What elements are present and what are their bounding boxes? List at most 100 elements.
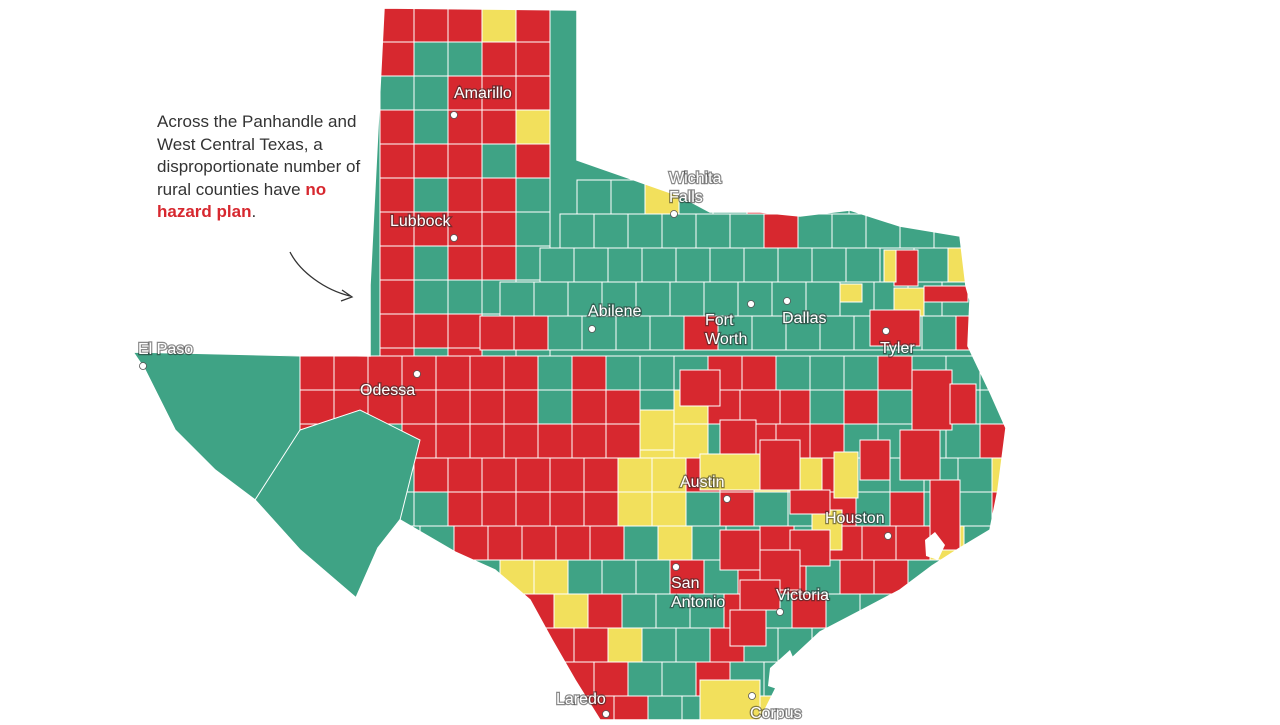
county-shape [1060, 458, 1094, 492]
county-shape [593, 213, 629, 249]
county-shape [435, 423, 471, 459]
county-shape [539, 247, 575, 283]
county-shape [1128, 458, 1162, 492]
city-lubbock: Lubbock [389, 212, 458, 242]
county-shape [775, 355, 811, 391]
city-odessa: Odessa [359, 370, 421, 400]
county-shape [848, 179, 884, 215]
annotation-arrowhead [340, 289, 354, 302]
county-shape [861, 525, 897, 561]
county-shape [957, 491, 993, 527]
county-shape [1060, 492, 1094, 526]
county-shape [741, 355, 777, 391]
city-label: Victoria [776, 587, 829, 604]
county-shape [709, 247, 745, 283]
county-shape [413, 41, 449, 77]
annotation-end: . [251, 202, 257, 221]
county-shape [481, 491, 517, 527]
annotation-text: Across the Panhandle and West Central Te… [157, 111, 372, 224]
county-shape [379, 245, 415, 281]
city-marker [413, 370, 421, 378]
county-shape [533, 281, 569, 317]
city-marker [588, 325, 596, 333]
county-shape [1094, 492, 1128, 526]
county-shape [515, 457, 551, 493]
county-shape [1230, 458, 1264, 492]
county-shape [1116, 356, 1150, 390]
county-shape [1218, 356, 1252, 390]
county-shape [623, 525, 659, 561]
county-shape [941, 559, 977, 595]
county-shape [893, 593, 929, 629]
county-shape [1026, 492, 1060, 526]
county-shape [753, 491, 789, 527]
county-shape [763, 213, 799, 249]
county-shape [537, 423, 573, 459]
county-shape [839, 283, 863, 303]
county-shape [1104, 214, 1138, 248]
city-victoria: Victoria [775, 586, 830, 616]
county-shape [601, 281, 637, 317]
county-shape [877, 355, 913, 391]
county-shape [515, 8, 551, 43]
county-shape [639, 409, 675, 451]
county-shape [1264, 458, 1280, 492]
county-shape [649, 315, 685, 351]
county-shape [547, 315, 583, 351]
annotation-body: Across the Panhandle and West Central Te… [157, 112, 361, 199]
county-shape [413, 491, 449, 527]
county-shape [1184, 356, 1218, 390]
county-shape [641, 247, 677, 283]
county-shape [571, 389, 607, 425]
county-shape [515, 143, 551, 179]
county-shape [737, 281, 773, 317]
county-shape [751, 315, 787, 351]
county-shape [1053, 180, 1087, 214]
county-shape [809, 389, 845, 425]
county-shape [675, 627, 711, 663]
city-wichita-falls: Wichita Falls [668, 169, 723, 218]
city-label: Amarillo [454, 85, 512, 102]
county-shape [657, 525, 693, 561]
county-shape [573, 627, 609, 663]
county-shape [950, 179, 986, 215]
county-shape [927, 593, 963, 629]
county-shape [1252, 390, 1280, 424]
county-shape [685, 491, 721, 527]
county-shape [1070, 214, 1104, 248]
county-shape [869, 309, 921, 347]
county-shape [1116, 390, 1150, 424]
county-shape [703, 281, 739, 317]
county-shape [1087, 180, 1121, 214]
county-shape [661, 661, 697, 697]
county-shape [641, 627, 677, 663]
city-marker [670, 210, 678, 218]
county-shape [683, 315, 719, 351]
county-shape [447, 8, 483, 43]
city-tyler: Tyler [879, 327, 917, 358]
county-shape [991, 457, 1006, 493]
county-shape [651, 457, 687, 493]
county-shape [299, 389, 335, 425]
county-shape [855, 491, 891, 527]
county-shape [797, 661, 833, 697]
county-shape [469, 355, 505, 391]
county-shape [503, 423, 539, 459]
county-shape [1162, 458, 1196, 492]
county-shape [515, 109, 551, 145]
county-shape [479, 315, 515, 351]
county-shape [845, 247, 881, 283]
county-shape [553, 593, 589, 629]
city-label: Wichita Falls [669, 170, 722, 206]
county-shape [447, 143, 483, 179]
county-shape [739, 579, 781, 611]
city-label: Austin [680, 474, 724, 491]
city-label: Lubbock [390, 213, 451, 230]
city-label: Corpus [750, 705, 802, 720]
county-shape [1218, 390, 1252, 424]
county-shape [379, 109, 415, 145]
county-shape [1078, 282, 1112, 316]
county-shape [719, 529, 761, 571]
county-shape [481, 41, 517, 77]
